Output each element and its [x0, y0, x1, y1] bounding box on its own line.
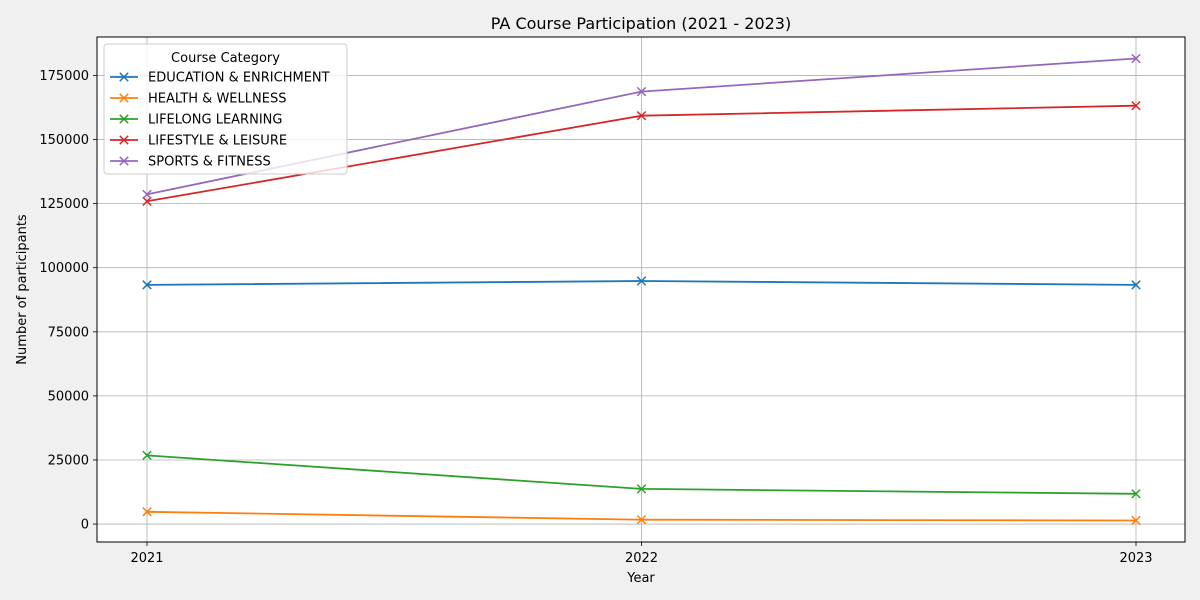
axis-ticks: 2021 2022 2023 0 25000 50000 75000 100000 125000…: [39, 69, 1152, 566]
data-point: [142, 189, 152, 200]
marker-stroke: [636, 514, 647, 525]
marker-stroke: [1131, 53, 1141, 64]
legend-label: LIFELONG LEARNING: [148, 113, 282, 128]
legend-entry: EDUCATION & ENRICHMENT: [110, 71, 330, 86]
legend-marker: [119, 93, 129, 103]
y-tick-label: 175000: [39, 69, 89, 84]
marker-stroke: [119, 135, 129, 145]
chart-title: PA Course Participation (2021 - 2023): [491, 14, 791, 33]
marker-stroke: [1131, 280, 1141, 290]
marker-stroke: [119, 72, 129, 82]
legend-marker: [119, 72, 129, 82]
marker-stroke: [636, 86, 647, 97]
legend-marker: [119, 156, 129, 166]
x-tick-label: 2023: [1119, 551, 1152, 566]
data-point: [636, 514, 647, 525]
marker-stroke: [636, 276, 647, 286]
marker-stroke: [636, 484, 647, 494]
data-point: [636, 86, 647, 97]
y-tick-label: 150000: [39, 133, 89, 148]
x-tick-label: 2021: [130, 551, 163, 566]
legend-label: SPORTS & FITNESS: [148, 155, 271, 170]
data-point: [1131, 489, 1141, 499]
series-0: [142, 276, 1141, 290]
legend-marker: [119, 114, 129, 124]
legend: Course Category EDUCATION & ENRICHMENT HE…: [103, 43, 348, 175]
y-tick-label: 0: [81, 518, 89, 533]
legend-label: LIFESTYLE & LEISURE: [148, 134, 287, 149]
data-point: [1131, 515, 1141, 526]
legend-title: Course Category: [171, 51, 280, 66]
marker-stroke: [142, 189, 152, 200]
marker-stroke: [119, 114, 129, 124]
marker-stroke: [142, 507, 152, 517]
data-point: [1131, 100, 1141, 111]
marker-stroke: [142, 196, 152, 207]
data-point: [636, 276, 647, 286]
series-1: [142, 507, 1141, 526]
y-tick-label: 100000: [39, 261, 89, 276]
data-point: [142, 196, 152, 207]
marker-stroke: [142, 450, 152, 461]
y-tick-label: 125000: [39, 197, 89, 212]
grid-lines: [97, 37, 1185, 542]
legend-label: EDUCATION & ENRICHMENT: [148, 71, 330, 86]
y-tick-label: 75000: [48, 325, 89, 340]
marker-stroke: [119, 156, 129, 166]
legend-entry: HEALTH & WELLNESS: [110, 92, 286, 107]
data-point: [142, 450, 152, 461]
marker-stroke: [119, 93, 129, 103]
legend-entry: SPORTS & FITNESS: [110, 155, 271, 170]
marker-stroke: [636, 110, 647, 121]
series-2: [142, 450, 1141, 499]
x-tick-label: 2022: [625, 551, 658, 566]
data-point: [142, 507, 152, 517]
y-tick-label: 50000: [48, 389, 89, 404]
legend-marker: [119, 135, 129, 145]
data-point: [636, 484, 647, 494]
y-tick-label: 25000: [48, 453, 89, 468]
legend-entry: LIFELONG LEARNING: [110, 113, 282, 128]
data-point: [636, 110, 647, 121]
data-point: [142, 280, 152, 290]
marker-stroke: [142, 280, 152, 290]
legend-entry: LIFESTYLE & LEISURE: [110, 134, 287, 149]
marker-stroke: [1131, 489, 1141, 499]
data-point: [1131, 53, 1141, 64]
x-axis-label: Year: [626, 571, 655, 586]
marker-stroke: [1131, 515, 1141, 526]
data-point: [1131, 280, 1141, 290]
plot-frame: [96, 36, 1186, 543]
y-axis-label: Number of participants: [15, 214, 30, 365]
marker-stroke: [1131, 100, 1141, 111]
legend-box: [103, 43, 348, 175]
legend-label: HEALTH & WELLNESS: [148, 92, 286, 107]
